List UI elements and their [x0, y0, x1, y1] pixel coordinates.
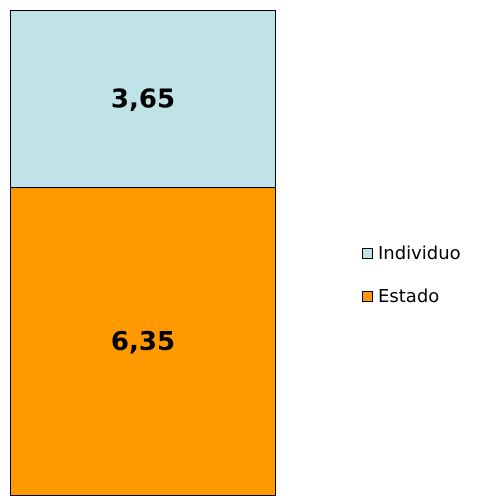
legend-swatch [362, 248, 373, 259]
data-label: 3,65 [111, 85, 175, 115]
data-label: 6,35 [111, 327, 175, 357]
bar-segment [10, 187, 276, 496]
legend-label: Estado [378, 286, 439, 307]
legend-swatch [362, 291, 373, 302]
legend-label: Individuo [378, 243, 461, 264]
bar-segment [10, 10, 276, 189]
